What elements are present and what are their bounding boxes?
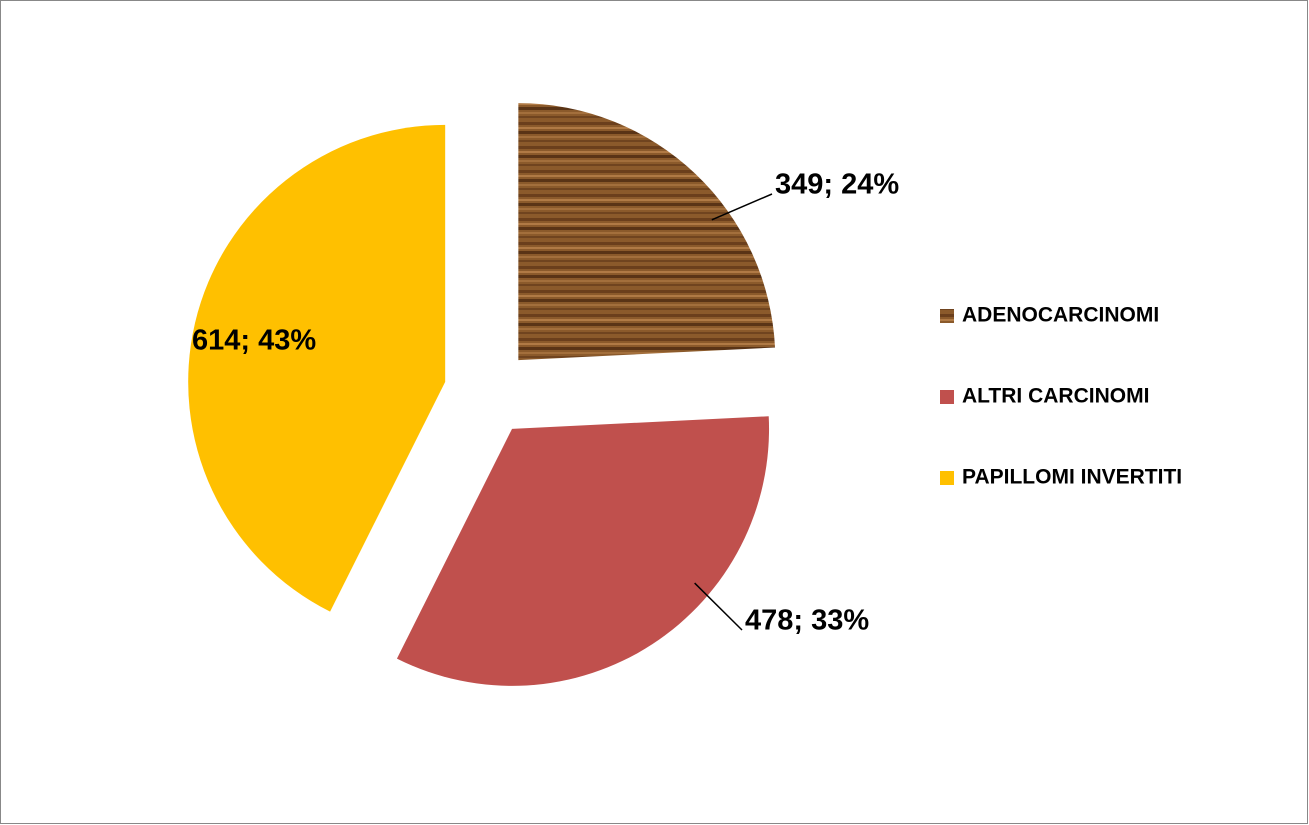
- legend-swatch: [940, 471, 954, 485]
- pie-slice: [188, 124, 446, 612]
- leader-line: [694, 582, 743, 631]
- pie-slice: [396, 416, 770, 686]
- leader-line: [711, 193, 773, 221]
- pie-slice: [518, 103, 776, 361]
- legend-swatch: [940, 309, 954, 323]
- legend-label: ADENOCARCINOMI: [962, 304, 1159, 327]
- data-label: 349; 24%: [775, 169, 899, 201]
- data-label: 478; 33%: [745, 605, 869, 637]
- legend-label: ALTRI CARCINOMI: [962, 385, 1149, 408]
- legend-swatch: [940, 390, 954, 404]
- data-label: 614; 43%: [192, 325, 316, 357]
- legend-label: PAPILLOMI INVERTITI: [962, 466, 1182, 489]
